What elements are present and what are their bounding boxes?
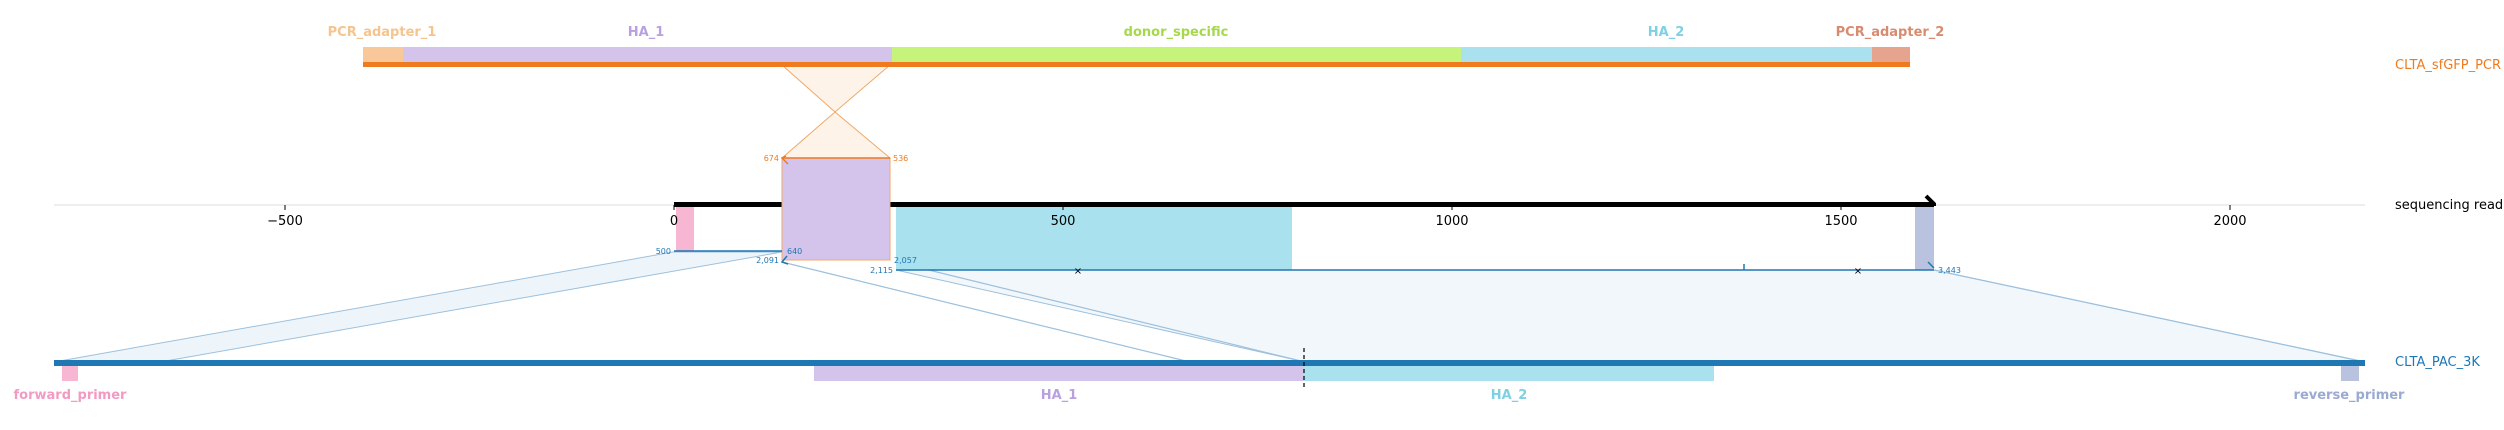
- read-feature-ha-2: [896, 207, 1292, 270]
- feature-label-ha-2: HA_2: [1648, 25, 1685, 40]
- mismatch-marker: ×: [1854, 266, 1862, 277]
- align-num-blue: 640: [787, 247, 802, 256]
- bottom-label-ha-1: HA_1: [1041, 388, 1078, 403]
- bottom-connection-line: [895, 261, 1306, 363]
- align-num-blue: 2,057: [894, 256, 917, 265]
- align-num-blue: 3,443: [1938, 266, 1961, 275]
- top-track-bar: [363, 62, 1910, 67]
- read-feature-reverse-primer: [1915, 207, 1934, 270]
- feature-ha-1: [403, 47, 892, 64]
- axis-tick-label: 1000: [1435, 214, 1468, 229]
- align-num-blue: 2,115: [870, 266, 893, 275]
- axis-tick-label: −500: [267, 214, 303, 229]
- bottom-connection-line: [1933, 269, 2366, 363]
- bottom-connection-line: [781, 261, 1191, 363]
- bottom-label-ha-2: HA_2: [1491, 388, 1528, 403]
- bottom-feature-ha-2: [1304, 366, 1714, 381]
- bottom-feature-reverse-primer: [2341, 366, 2359, 381]
- orange-alignment-tick: [780, 155, 789, 165]
- track-label-top: CLTA_sfGFP_PCR: [2395, 58, 2501, 73]
- align-num-blue: 500: [656, 247, 671, 256]
- bottom-feature-ha-1: [814, 366, 1304, 381]
- bottom-feature-forward-primer: [62, 366, 78, 381]
- track-label-middle: sequencing read: [2395, 198, 2503, 213]
- feature-label-pcr-adapter-1: PCR_adapter_1: [328, 25, 437, 40]
- feature-label-ha-1: HA_1: [628, 25, 665, 40]
- feature-label-donor-specific: donor_specific: [1124, 25, 1229, 40]
- feature-donor-specific: [892, 47, 1461, 64]
- axis-tick-label: 1500: [1824, 214, 1857, 229]
- top-connection-polygon: [780, 64, 892, 113]
- feature-pcr-adapter-1: [363, 47, 403, 64]
- bottom-connection-polygon-left: [53, 251, 783, 363]
- top-connection-polygon-lower: [780, 111, 892, 159]
- align-num-orange-left: 674: [764, 154, 779, 163]
- axis-tick-label: 0: [670, 214, 678, 229]
- axis-tick-label: 2000: [2213, 214, 2246, 229]
- read-bar: [674, 202, 1934, 207]
- align-num-orange-right: 536: [893, 154, 908, 163]
- track-label-bottom: CLTA_PAC_3K: [2395, 355, 2480, 370]
- bottom-track-bar: [54, 360, 2365, 366]
- read-feature-forward-primer: [676, 207, 694, 251]
- axis-ticks: [284, 205, 2231, 210]
- feature-pcr-adapter-2: [1872, 47, 1910, 64]
- bottom-label-reverse-primer: reverse_primer: [2294, 388, 2406, 403]
- mismatch-marker: ×: [1074, 266, 1082, 277]
- read-arrow-head: [1924, 194, 1936, 206]
- align-num-blue: 2,091: [756, 256, 779, 265]
- axis-tick-label: 500: [1051, 214, 1076, 229]
- feature-label-pcr-adapter-2: PCR_adapter_2: [1836, 25, 1945, 40]
- bottom-label-forward-primer: forward_primer: [14, 388, 128, 403]
- feature-ha-2: [1461, 47, 1872, 64]
- blue-alignment-tick: [780, 255, 789, 265]
- read-feature-ha-1: [781, 157, 891, 261]
- blue-alignment-tick: [1927, 261, 1935, 269]
